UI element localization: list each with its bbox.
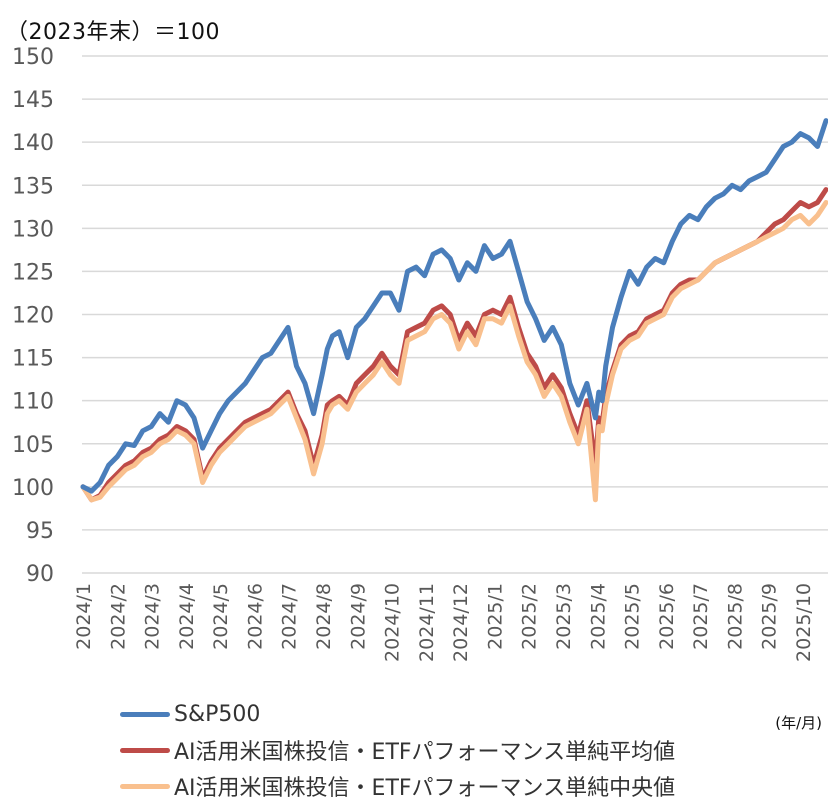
- x-tick-label: 2024/4: [176, 583, 198, 650]
- x-tick-label: 2024/9: [347, 583, 369, 650]
- x-tick-label: 2024/2: [107, 583, 129, 650]
- x-axis-unit: (年/月): [775, 714, 822, 732]
- legend-label: AI活用米国株投信・ETFパフォーマンス単純平均値: [174, 740, 676, 765]
- x-tick-label: 2024/6: [244, 583, 266, 650]
- y-tick-label: 105: [12, 433, 54, 458]
- legend-swatch: [120, 783, 170, 789]
- x-tick-label: 2025/9: [759, 583, 781, 650]
- x-tick-label: 2025/8: [724, 583, 746, 650]
- legend-swatch: [120, 711, 170, 717]
- y-tick-label: 115: [12, 347, 54, 372]
- x-tick-label: 2025/5: [622, 583, 644, 650]
- x-tick-label: 2025/3: [553, 583, 575, 650]
- y-axis-ticks: 90 95 100 105 110 115 120 125 130 135 140 145 150: [12, 45, 54, 587]
- y-tick-label: 130: [12, 217, 54, 242]
- y-tick-label: 145: [12, 88, 54, 113]
- series-line: [80, 118, 828, 494]
- line-chart: 90 95 100 105 110 115 120 125 130 135 140 145 150 20…: [12, 45, 828, 662]
- y-tick-label: 110: [12, 390, 54, 415]
- x-tick-label: 2024/1: [73, 583, 95, 650]
- legend-swatch: [120, 747, 170, 753]
- legend-item-ai-average: AI活用米国株投信・ETFパフォーマンス単純平均値: [120, 732, 675, 768]
- y-tick-label: 120: [12, 304, 54, 329]
- x-tick-label: 2024/5: [210, 583, 232, 650]
- x-axis-ticks: 2024/1 2024/2 2024/3 2024/4 2024/5 2024/6 2024…: [73, 583, 815, 662]
- y-tick-label: 95: [26, 519, 54, 544]
- legend-label: AI活用米国株投信・ETFパフォーマンス単純中央値: [174, 776, 676, 801]
- y-tick-label: 90: [26, 562, 54, 587]
- series-lines: [80, 118, 828, 503]
- gridlines: [82, 55, 828, 574]
- x-tick-label: 2025/4: [587, 583, 609, 650]
- x-tick-label: 2025/7: [690, 583, 712, 650]
- y-tick-label: 150: [12, 45, 54, 70]
- y-tick-label: 140: [12, 131, 54, 156]
- x-tick-label: 2024/12: [450, 583, 472, 662]
- y-tick-label: 125: [12, 260, 54, 285]
- legend-item-ai-median: AI活用米国株投信・ETFパフォーマンス単純中央値: [120, 768, 675, 804]
- x-tick-label: 2025/1: [484, 583, 506, 650]
- x-tick-label: 2024/7: [279, 583, 301, 650]
- x-tick-label: 2025/10: [793, 583, 815, 662]
- series-line: [80, 200, 828, 503]
- x-tick-label: 2024/11: [416, 583, 438, 662]
- chart-subtitle: （2023年末）＝100: [6, 20, 220, 45]
- x-tick-label: 2024/10: [382, 583, 404, 662]
- x-tick-label: 2025/2: [519, 583, 541, 650]
- legend: S&P500 AI活用米国株投信・ETFパフォーマンス単純平均値 AI活用米国株…: [120, 696, 675, 804]
- x-tick-label: 2024/8: [313, 583, 335, 650]
- x-tick-label: 2024/3: [142, 583, 164, 650]
- y-tick-label: 135: [12, 174, 54, 199]
- y-tick-label: 100: [12, 476, 54, 501]
- x-tick-label: 2025/6: [656, 583, 678, 650]
- legend-label: S&P500: [174, 701, 261, 727]
- legend-item-sp500: S&P500: [120, 696, 675, 732]
